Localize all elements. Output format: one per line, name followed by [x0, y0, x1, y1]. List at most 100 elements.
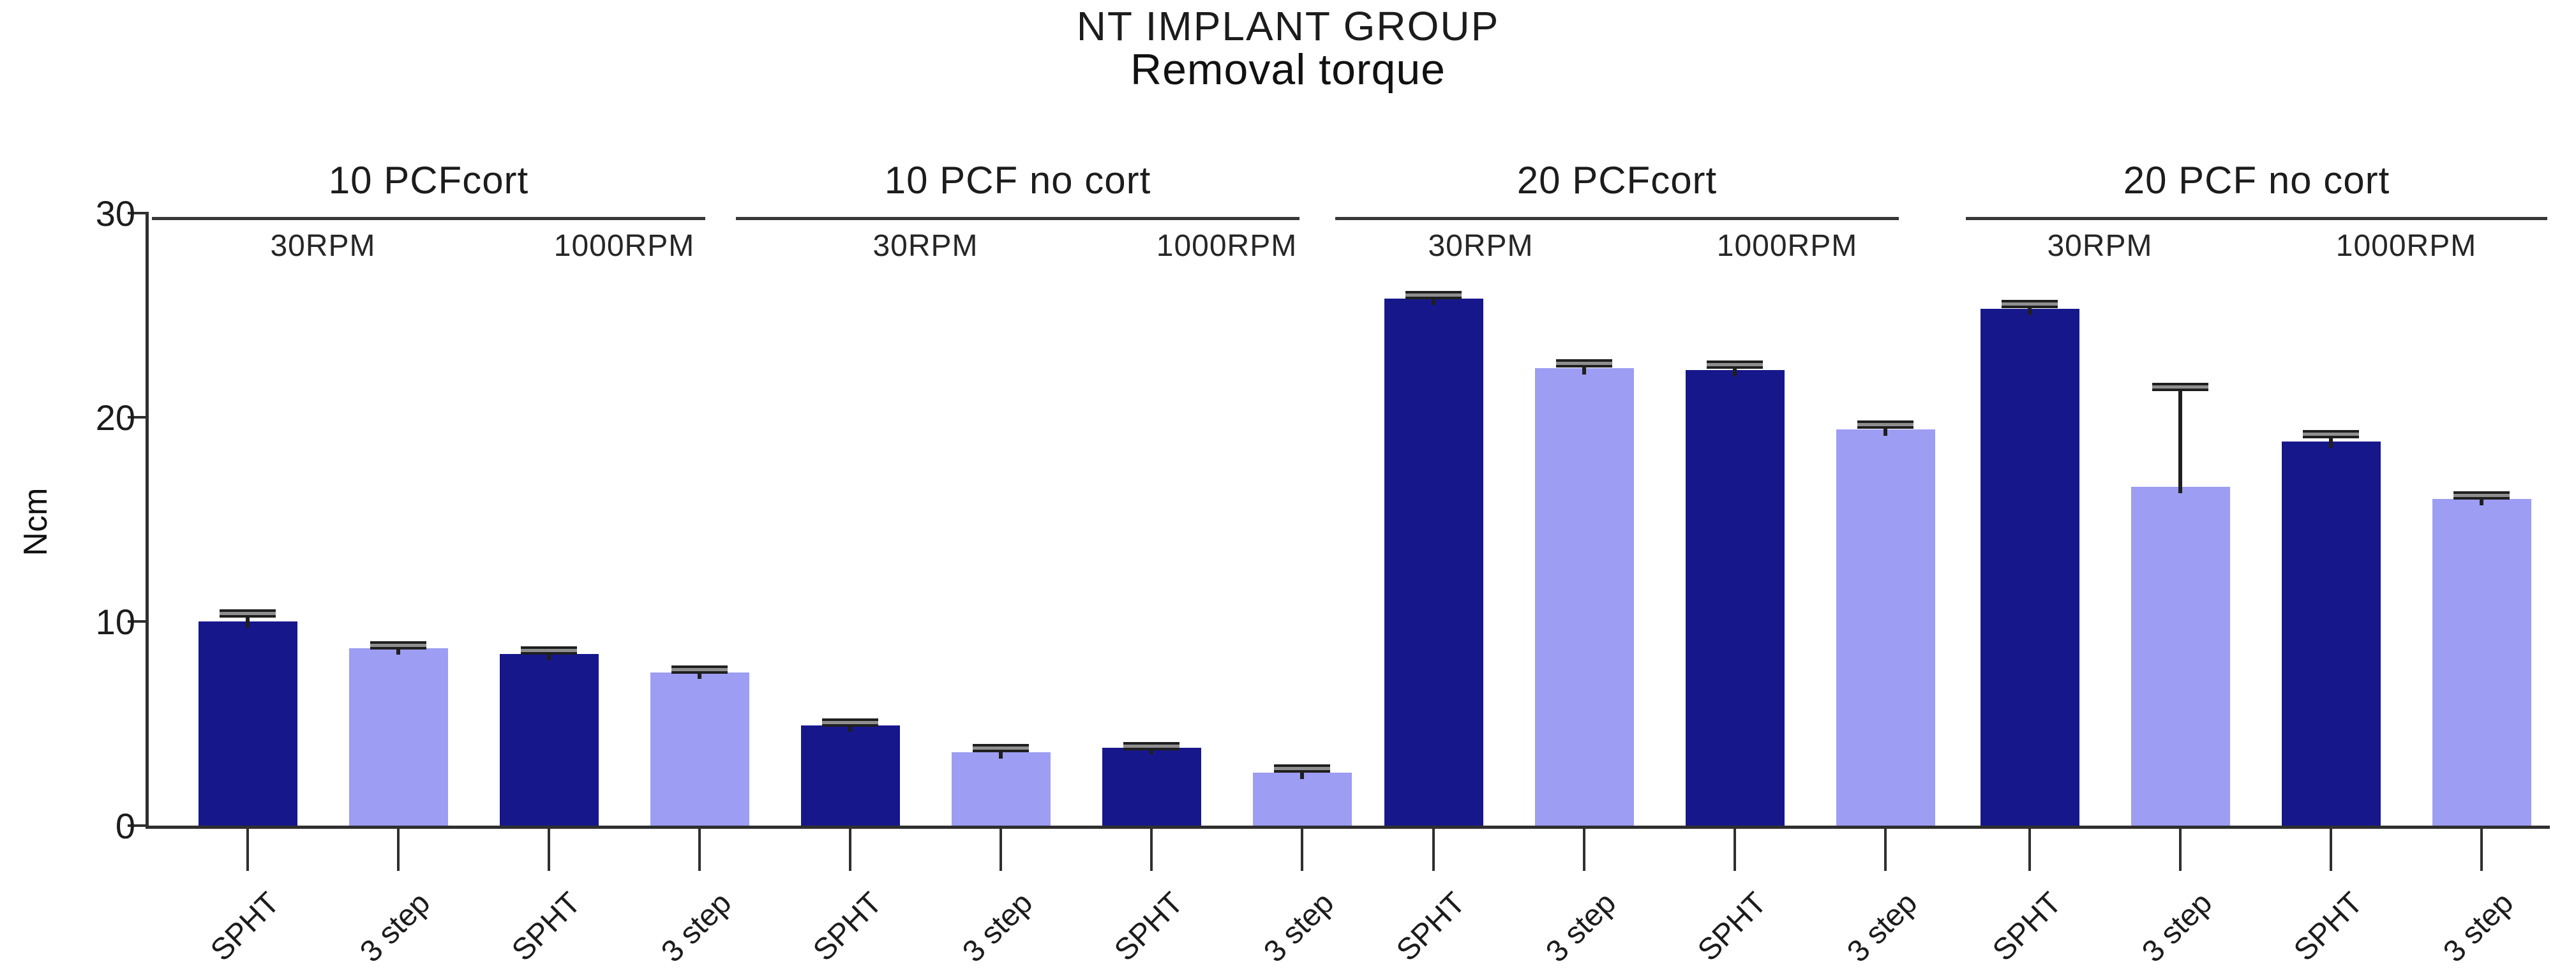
error-bar-cap: [2453, 491, 2510, 500]
x-tick-label: SPHT: [505, 886, 588, 968]
bar-3-step: [951, 752, 1051, 826]
x-tick-mark: [1000, 829, 1002, 871]
rpm-label: 30RPM: [872, 229, 978, 263]
error-bar-stem: [1733, 364, 1737, 376]
x-tick-mark: [1583, 829, 1585, 871]
group-underline: [1966, 217, 2547, 220]
error-bar-cap: [2303, 430, 2359, 438]
error-bar-cap: [1857, 420, 1913, 429]
error-bar-stem: [2329, 434, 2333, 448]
y-tick-mark: [128, 620, 149, 623]
x-tick-mark: [397, 829, 400, 871]
bar-3-step: [650, 672, 749, 826]
error-bar-stem: [2480, 495, 2483, 505]
x-tick-mark: [1734, 829, 1736, 871]
x-tick-mark: [1301, 829, 1303, 871]
chart-subtitle: Removal torque: [1130, 45, 1446, 94]
bar-3-step: [348, 648, 448, 826]
error-bar-cap: [521, 646, 577, 655]
x-tick-label: 3 step: [2136, 886, 2219, 969]
error-bar-cap: [671, 665, 728, 674]
y-tick-label: 20: [95, 397, 135, 438]
bar-spht: [499, 654, 599, 826]
rpm-label: 1000RPM: [553, 229, 695, 263]
error-bar-stem: [1300, 768, 1304, 779]
error-bar-stem: [1432, 295, 1435, 305]
error-bar-cap: [370, 641, 426, 650]
error-bar-cap: [2152, 383, 2208, 391]
rpm-label: 30RPM: [270, 229, 376, 263]
bar-spht: [800, 725, 900, 826]
bar-3-step: [1252, 773, 1352, 826]
x-tick-label: 3 step: [2437, 886, 2520, 969]
bar-spht: [1685, 370, 1785, 826]
x-tick-label: 3 step: [354, 886, 437, 969]
group-label: 10 PCFcort: [328, 159, 529, 202]
x-tick-label: 3 step: [956, 886, 1040, 969]
y-tick-mark: [128, 824, 149, 827]
y-tick-label: 0: [115, 806, 135, 846]
x-tick-mark: [246, 829, 249, 871]
rpm-label: 1000RPM: [1716, 229, 1858, 263]
x-tick-label: SPHT: [2288, 886, 2370, 968]
error-bar-cap: [1556, 359, 1612, 368]
error-bar-stem: [1582, 363, 1586, 375]
x-tick-mark: [698, 829, 701, 871]
group-label: 10 PCF no cort: [884, 159, 1151, 202]
chart-title: NT IMPLANT GROUP: [1076, 3, 1500, 49]
x-tick-label: 3 step: [1841, 886, 1924, 969]
x-tick-mark: [1432, 829, 1435, 871]
error-bar-stem: [999, 748, 1003, 759]
x-tick-label: SPHT: [1986, 886, 2069, 968]
x-tick-label: SPHT: [807, 886, 889, 968]
bar-3-step: [2130, 487, 2230, 826]
error-bar-stem: [1883, 424, 1887, 436]
group-label: 20 PCF no cort: [2123, 159, 2390, 202]
y-axis-label: Ncm: [17, 487, 54, 556]
error-bar-cap: [2002, 300, 2058, 308]
y-tick-mark: [128, 212, 149, 214]
error-bar-stem: [2028, 304, 2032, 315]
x-tick-label: SPHT: [204, 886, 287, 968]
error-bar-stem: [547, 650, 551, 660]
bar-3-step: [2432, 499, 2531, 826]
error-bar-stem: [246, 613, 250, 628]
x-tick-label: 3 step: [1539, 886, 1623, 969]
bar-3-step: [1534, 368, 1634, 826]
y-tick-label: 10: [95, 602, 135, 642]
x-tick-label: SPHT: [1108, 886, 1190, 968]
x-tick-label: 3 step: [655, 886, 738, 969]
y-tick-label: 30: [95, 193, 135, 234]
x-tick-mark: [1150, 829, 1153, 871]
error-bar-stem: [2178, 387, 2182, 493]
error-bar-cap: [220, 609, 276, 618]
error-bar-cap: [973, 744, 1029, 752]
group-label: 20 PCFcort: [1516, 159, 1718, 202]
error-bar-stem: [698, 669, 701, 679]
error-bar-cap: [1707, 360, 1763, 369]
rpm-label: 30RPM: [1428, 229, 1534, 263]
bar-spht: [2281, 442, 2381, 826]
group-underline: [1335, 217, 1899, 220]
rpm-label: 1000RPM: [1156, 229, 1298, 263]
error-bar-stem: [848, 722, 852, 732]
bar-spht: [1980, 309, 2079, 826]
error-bar-cap: [822, 718, 878, 727]
y-axis-line: [146, 213, 149, 829]
x-tick-label: SPHT: [1691, 886, 1774, 968]
bar-spht: [1384, 299, 1483, 826]
bar-3-step: [1836, 429, 1935, 826]
error-bar-stem: [396, 645, 400, 655]
x-tick-label: 3 step: [1257, 886, 1341, 969]
x-tick-mark: [2480, 829, 2483, 871]
error-bar-cap: [1405, 291, 1462, 299]
bar-spht: [1102, 748, 1201, 826]
rpm-label: 30RPM: [2047, 229, 2153, 263]
group-underline: [152, 217, 705, 220]
y-tick-mark: [128, 416, 149, 419]
x-tick-mark: [849, 829, 851, 871]
group-underline: [736, 217, 1299, 220]
error-bar-cap: [1274, 764, 1330, 773]
x-axis-line: [146, 826, 2550, 829]
